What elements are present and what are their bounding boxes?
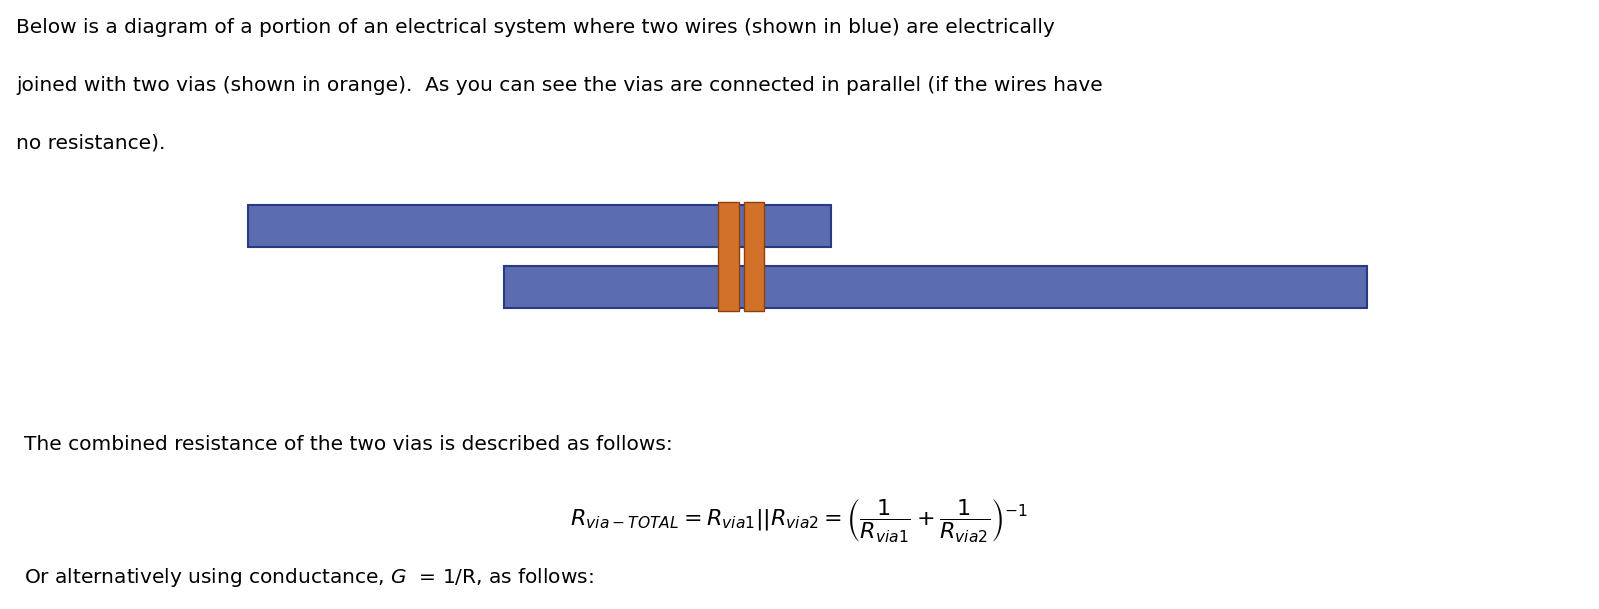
- Text: The combined resistance of the two vias is described as follows:: The combined resistance of the two vias …: [24, 435, 673, 454]
- Text: Or alternatively using conductance, $G$  = 1/R, as follows:: Or alternatively using conductance, $G$ …: [24, 566, 593, 590]
- FancyBboxPatch shape: [744, 202, 764, 311]
- Text: Below is a diagram of a portion of an electrical system where two wires (shown i: Below is a diagram of a portion of an el…: [16, 18, 1055, 37]
- Text: joined with two vias (shown in orange).  As you can see the vias are connected i: joined with two vias (shown in orange). …: [16, 76, 1103, 95]
- FancyBboxPatch shape: [504, 266, 1367, 308]
- Text: no resistance).: no resistance).: [16, 134, 165, 153]
- Text: $R_{via-TOTAL} = R_{via1}||R_{via2} = \left(\dfrac{1}{R_{via1}} + \dfrac{1}{R_{v: $R_{via-TOTAL} = R_{via1}||R_{via2} = \l…: [571, 496, 1028, 544]
- FancyBboxPatch shape: [718, 202, 739, 311]
- FancyBboxPatch shape: [248, 205, 831, 247]
